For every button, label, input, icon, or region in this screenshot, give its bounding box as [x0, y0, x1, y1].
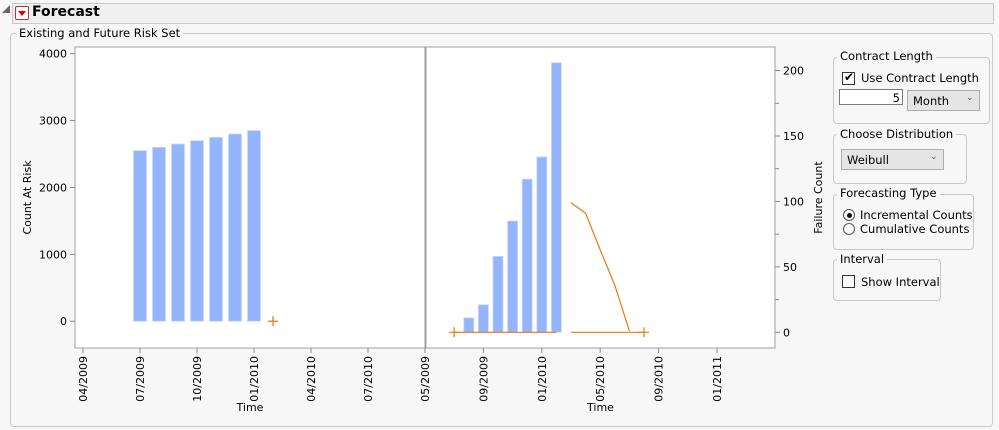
x-tick-label: 01/2010: [248, 356, 261, 402]
checkmark-icon: ✔: [844, 70, 855, 84]
cumulative-counts-label: Cumulative Counts: [860, 222, 970, 236]
y-tick-label: 3000: [39, 115, 67, 128]
cross-marker: [449, 327, 460, 338]
use-contract-length-checkbox[interactable]: ✔: [842, 70, 855, 85]
x-tick-label: 07/2009: [134, 356, 147, 402]
cross-marker: [639, 327, 649, 338]
bar: [521, 178, 533, 333]
bar: [477, 304, 489, 333]
y-tick-label: 2000: [39, 181, 67, 194]
x-tick-label: 04/2010: [305, 356, 318, 402]
x-tick-label: 04/2009: [77, 356, 90, 402]
x-tick-label: 07/2010: [362, 356, 375, 402]
x-tick-label: 05/2010: [594, 356, 607, 402]
show-interval-checkbox[interactable]: [842, 275, 855, 288]
cross-marker: [268, 316, 278, 327]
collapse-triangle-icon[interactable]: [2, 5, 10, 13]
use-contract-length-label: Use Contract Length: [861, 71, 979, 85]
show-interval-label: Show Interval: [861, 275, 940, 289]
y-tick-label: 1000: [39, 248, 67, 261]
bar: [152, 146, 166, 322]
bar: [247, 130, 261, 322]
y-tick-label: 0: [783, 326, 790, 339]
distribution-value: Weibull: [847, 153, 889, 167]
x-tick-label: 10/2009: [191, 356, 204, 402]
x-tick-label: 09/2009: [477, 356, 490, 402]
chevron-down-icon: ⌄: [930, 152, 938, 162]
x-tick-label: 01/2010: [536, 356, 549, 402]
distribution-select[interactable]: Weibull ⌄: [841, 149, 944, 170]
y-tick-label: 100: [783, 195, 804, 208]
y-tick-label: 0: [60, 315, 67, 328]
risk-set-group: [10, 33, 993, 427]
bar: [551, 62, 562, 333]
bar: [536, 156, 548, 333]
incremental-counts-radio[interactable]: [843, 209, 855, 221]
x-axis-label: Time: [236, 401, 264, 414]
bar: [209, 136, 223, 322]
contract-unit-value: Month: [913, 94, 950, 108]
chevron-down-icon: ⌄: [966, 93, 974, 103]
y-axis-label: Count At Risk: [21, 160, 34, 235]
x-tick-label: 01/2011: [711, 356, 724, 402]
contract-length-input[interactable]: 5: [839, 89, 903, 105]
cumulative-counts-radio[interactable]: [843, 223, 855, 235]
x-tick-label: 09/2010: [653, 356, 666, 402]
contract-unit-select[interactable]: Month ⌄: [907, 90, 980, 111]
distribution-title: Choose Distribution: [837, 127, 957, 141]
bar: [228, 133, 242, 322]
red-triangle-menu-button[interactable]: [15, 6, 29, 20]
panel-title: Forecast: [32, 4, 100, 20]
incremental-counts-label: Incremental Counts: [860, 208, 973, 222]
y-tick-label: 50: [783, 261, 797, 274]
x-axis-label: Time: [586, 401, 614, 414]
forecast-line: [570, 202, 630, 332]
y-axis-label: Failure Count: [812, 161, 825, 234]
title-bar: Forecast: [12, 3, 994, 24]
bar: [463, 317, 475, 333]
contract-length-title: Contract Length: [837, 49, 936, 63]
forecasting-type-title: Forecasting Type: [837, 186, 940, 200]
plot-frame: [425, 46, 776, 349]
bar: [507, 220, 519, 333]
interval-title: Interval: [837, 252, 888, 266]
y-tick-label: 200: [783, 65, 804, 78]
bar: [133, 150, 147, 322]
radio-selected-dot: [846, 212, 852, 218]
x-tick-label: 05/2009: [419, 356, 432, 402]
bar: [492, 255, 504, 333]
bar: [190, 140, 204, 322]
y-tick-label: 150: [783, 130, 804, 143]
bar: [171, 143, 185, 322]
y-tick-label: 4000: [39, 48, 67, 61]
group-title: Existing and Future Risk Set: [16, 26, 184, 40]
